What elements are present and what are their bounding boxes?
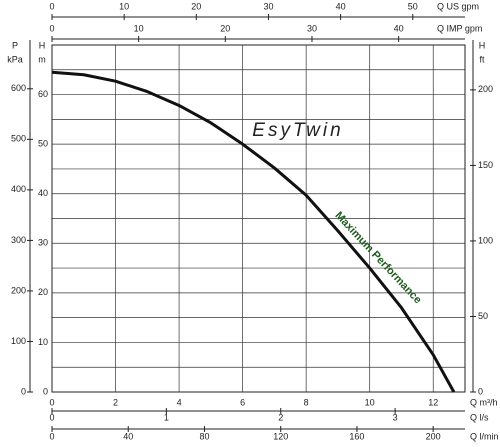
tick-label: 20 — [220, 23, 230, 33]
tick-label: 100 — [478, 235, 493, 245]
tick-label: 10 — [119, 1, 129, 11]
tick-label: 0 — [21, 386, 26, 396]
y-tick-label: 50 — [38, 139, 48, 149]
y-tick-label: 0 — [43, 386, 48, 396]
tick-label: 200 — [478, 84, 493, 94]
x-tick-label: 10 — [365, 397, 375, 407]
tick-label: 20 — [191, 1, 201, 11]
x-tick-label: 6 — [240, 397, 245, 407]
brand-logo: EsyTwin — [252, 120, 343, 141]
tick-label: 50 — [478, 311, 488, 321]
y-tick-label: 20 — [38, 287, 48, 297]
tick-label: 40 — [394, 23, 404, 33]
axis-title: H — [479, 40, 486, 50]
x-label: Q m³/h — [470, 397, 498, 407]
tick-label: 150 — [478, 160, 493, 170]
tick-label: 500 — [11, 134, 26, 144]
y-tick-label: 40 — [38, 188, 48, 198]
tick-label: 10 — [134, 23, 144, 33]
axis-label: Q IMP gpm — [437, 23, 482, 33]
x-tick-label: 12 — [428, 397, 438, 407]
axis-label: Q l/min — [470, 431, 499, 441]
plot-frame — [51, 44, 466, 393]
axis-unit: kPa — [7, 54, 23, 64]
y-tick-label: 30 — [38, 238, 48, 248]
axis-label: Q US gpm — [437, 1, 479, 11]
tick-label: 400 — [11, 184, 26, 194]
tick-label: 200 — [426, 431, 441, 441]
tick-label: 0 — [49, 431, 54, 441]
y-unit: m — [38, 54, 46, 64]
y-title: H — [39, 40, 46, 50]
tick-label: 80 — [199, 431, 209, 441]
y-tick-label: 10 — [38, 337, 48, 347]
tick-label: 160 — [349, 431, 364, 441]
performance-curve — [51, 70, 456, 393]
tick-label: 30 — [307, 23, 317, 33]
axis-unit: ft — [479, 54, 485, 64]
tick-label: 300 — [11, 235, 26, 245]
tick-label: 120 — [273, 431, 288, 441]
tick-label: 0 — [49, 23, 54, 33]
tick-label: 2 — [278, 412, 283, 422]
y-tick-label: 60 — [38, 89, 48, 99]
tick-label: 0 — [478, 386, 483, 396]
tick-label: 0 — [49, 412, 54, 422]
tick-label: 1 — [164, 412, 169, 422]
tick-label: 100 — [11, 336, 26, 346]
tick-label: 50 — [408, 1, 418, 11]
x-tick-label: 0 — [49, 397, 54, 407]
x-tick-label: 8 — [304, 397, 309, 407]
axis-title: P — [12, 40, 18, 50]
tick-label: 40 — [336, 1, 346, 11]
annotation: Maximum Performance — [332, 210, 423, 307]
tick-label: 30 — [263, 1, 273, 11]
tick-label: 600 — [11, 83, 26, 93]
x-tick-label: 2 — [113, 397, 118, 407]
tick-label: 3 — [393, 412, 398, 422]
x-tick-label: 4 — [177, 397, 182, 407]
tick-label: 0 — [49, 1, 54, 11]
tick-label: 40 — [123, 431, 133, 441]
axis-label: Q l/s — [470, 412, 489, 422]
tick-label: 200 — [11, 285, 26, 295]
